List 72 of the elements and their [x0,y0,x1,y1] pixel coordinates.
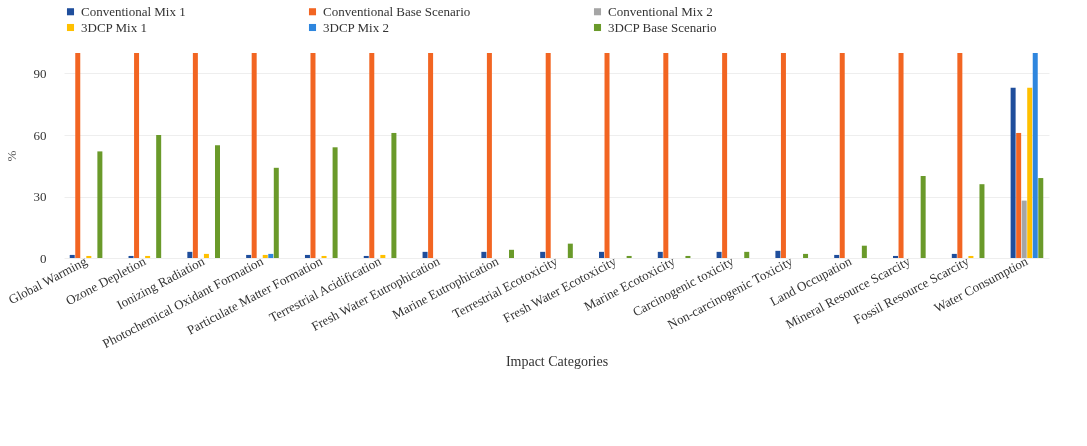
bar [598,251,604,258]
bar [332,147,338,258]
bar [1027,87,1033,258]
bar [968,255,974,258]
x-axis-title: Impact Categories [505,354,609,370]
bar [134,53,140,258]
bar [145,255,151,258]
bar [214,145,220,258]
bar [156,135,162,258]
bar [422,251,428,258]
bar [803,253,809,258]
bar [1010,87,1016,258]
legend-label: Conventional Mix 2 [608,3,713,19]
bar [262,254,268,258]
bar [428,53,434,258]
bar [369,53,375,258]
bar [663,53,669,258]
bar [1021,200,1027,258]
bar [380,254,386,258]
bar [685,255,691,258]
bar [657,251,663,258]
bar [834,254,840,258]
bar [246,254,252,258]
bar [203,253,209,258]
bar [744,251,750,258]
bar [545,53,551,258]
bar [486,53,492,258]
bar [304,254,310,258]
bar [187,251,193,258]
bar [75,53,81,258]
bar [97,151,103,258]
bar [604,53,610,258]
bar [957,53,963,258]
legend-label: 3DCP Mix 1 [81,19,147,35]
bar [310,53,316,258]
y-tick-label: 90 [33,66,47,81]
bar [951,253,957,258]
y-tick-label: 30 [33,189,47,204]
bar [251,53,257,258]
bar [839,53,845,258]
bar [722,53,728,258]
legend-label: 3DCP Mix 2 [323,19,389,35]
bar [716,251,722,258]
bar [898,53,904,258]
bar [861,245,867,258]
bar [321,255,327,258]
bar [69,254,75,258]
bar [391,132,397,258]
bar [481,251,487,258]
bar [540,251,546,258]
bar [273,167,279,258]
bar [893,255,899,258]
bar [920,176,926,258]
bar [1032,53,1038,258]
legend-label: 3DCP Base Scenario [608,19,717,35]
bar [128,255,134,258]
bar [363,255,369,258]
bar [86,255,92,258]
bar [626,255,632,258]
bar [780,53,786,258]
bar [979,184,985,258]
bar [192,53,198,258]
bar [775,250,781,258]
bar [509,249,515,258]
legend-label: Conventional Mix 1 [81,3,186,19]
bar [567,243,573,258]
bar [268,253,274,258]
y-tick-label: 60 [33,127,47,143]
bar [1038,178,1044,258]
y-axis-title: % [3,150,19,162]
bar [1016,132,1022,258]
legend-label: Conventional Base Scenario [323,3,471,19]
